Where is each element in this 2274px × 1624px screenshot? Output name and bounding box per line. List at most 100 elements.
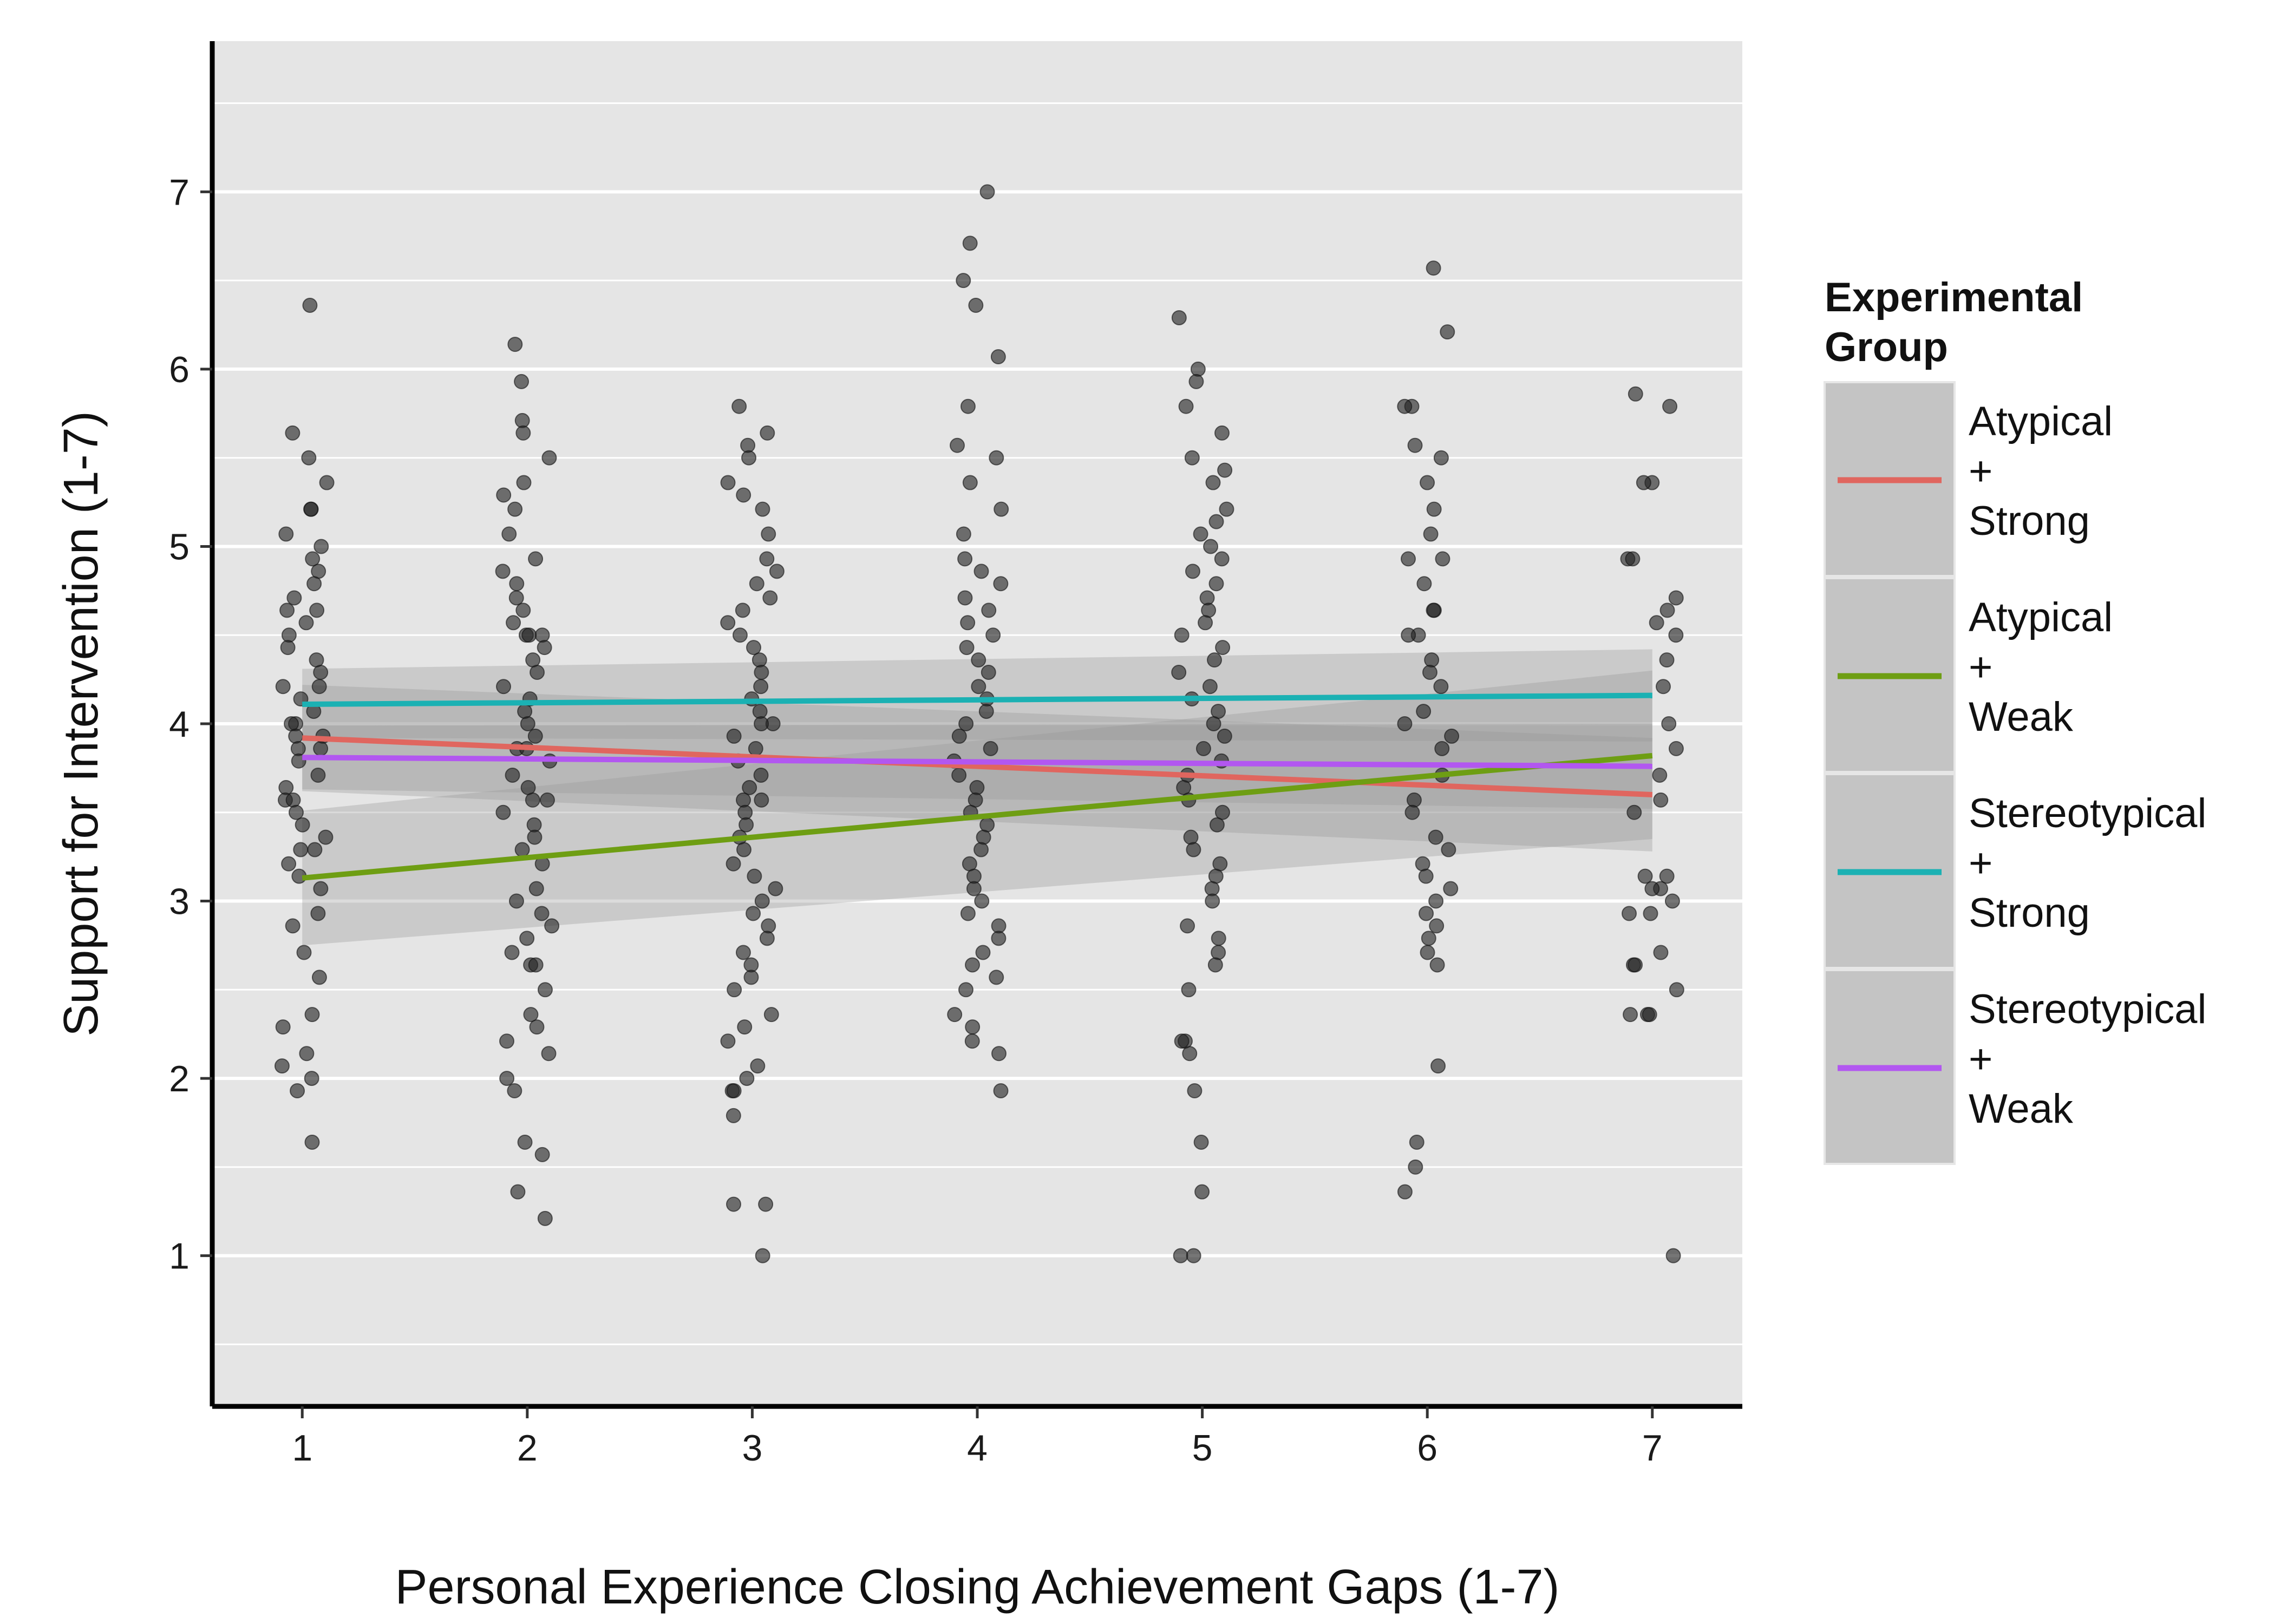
legend-entry-label-line: Stereotypical (1969, 986, 2206, 1032)
data-point (296, 945, 312, 960)
y-tick-label: 4 (169, 704, 190, 745)
data-point (760, 425, 775, 441)
trend-line (302, 755, 1652, 769)
data-point (1623, 1007, 1638, 1023)
data-point (505, 767, 520, 783)
data-point (509, 576, 525, 592)
data-point (974, 893, 990, 909)
data-point (743, 970, 759, 985)
x-axis-title: Personal Experience Closing Achievement … (395, 1560, 1559, 1614)
data-point (746, 640, 762, 656)
data-point (727, 982, 742, 998)
data-point (731, 398, 747, 414)
data-point (981, 603, 997, 618)
data-point (1424, 652, 1440, 668)
data-point (298, 615, 314, 631)
data-point (962, 475, 978, 490)
legend-entry-label-line: Strong (1969, 498, 2090, 544)
data-point (761, 918, 776, 934)
y-tick-label: 3 (169, 881, 190, 922)
data-point (1625, 551, 1641, 567)
data-point (965, 1019, 981, 1035)
data-point (519, 931, 535, 946)
data-point (1659, 603, 1675, 618)
data-point (499, 1033, 514, 1049)
data-point (1429, 957, 1445, 973)
data-point (1214, 425, 1230, 441)
data-point (1211, 931, 1226, 946)
data-point (1207, 957, 1223, 973)
data-point (748, 741, 763, 756)
data-point (960, 398, 976, 414)
data-point (281, 856, 297, 872)
confidence-band (302, 670, 1652, 946)
data-point (529, 1019, 545, 1035)
data-point (1219, 501, 1234, 517)
data-point (1419, 906, 1434, 921)
y-tick-label: 2 (169, 1058, 190, 1099)
data-point (754, 665, 769, 680)
data-point (990, 349, 1006, 365)
data-point (306, 576, 322, 592)
data-point (732, 627, 748, 643)
data-point (753, 679, 769, 695)
data-point (951, 728, 967, 744)
legend-entry-label: Atypical + Strong (1969, 398, 2113, 544)
data-point (527, 829, 543, 845)
data-point (759, 551, 775, 567)
legend-title: Experimental Group (1825, 274, 2083, 370)
data-point (1420, 475, 1435, 490)
data-point (496, 679, 512, 695)
data-point (754, 893, 770, 909)
data-point (956, 526, 971, 542)
data-point (1416, 704, 1432, 719)
data-point (304, 1071, 319, 1086)
confidence-band (302, 649, 1652, 742)
data-point (313, 539, 329, 554)
data-point (278, 526, 294, 542)
data-point (761, 526, 776, 542)
data-point (1652, 767, 1668, 783)
data-point (1665, 1248, 1681, 1263)
data-point (514, 842, 530, 857)
data-point (1400, 551, 1416, 567)
data-point (957, 590, 973, 606)
data-point (1636, 475, 1651, 490)
data-point (1637, 868, 1653, 884)
data-point (541, 450, 557, 466)
data-point (275, 1019, 291, 1035)
data-point (973, 564, 989, 579)
legend-entry-label-line: Stereotypical (1969, 790, 2206, 836)
legend-entry-label-line: Strong (1969, 890, 2090, 936)
data-point (994, 501, 1009, 517)
data-point (1186, 842, 1201, 857)
data-point (1171, 665, 1187, 680)
data-point (1426, 603, 1441, 618)
data-point (981, 665, 996, 680)
data-point (735, 603, 750, 618)
legend-entry-label-line: Weak (1969, 694, 2074, 740)
data-point (1174, 627, 1190, 643)
data-point (1214, 551, 1230, 567)
data-point (544, 918, 560, 934)
data-point (1171, 310, 1187, 325)
data-point (310, 906, 326, 921)
legend-entry-label: Stereotypical + Strong (1969, 790, 2206, 936)
data-point (304, 1007, 320, 1023)
data-point (527, 728, 543, 744)
data-point (763, 1007, 779, 1023)
data-point (293, 842, 309, 857)
data-point (958, 716, 974, 731)
data-point (1644, 881, 1660, 896)
data-point (1421, 931, 1436, 946)
data-point (541, 1046, 557, 1062)
x-tick-label: 2 (517, 1427, 538, 1469)
data-point (1415, 856, 1430, 872)
trend-line (302, 735, 1652, 798)
data-point (735, 945, 751, 960)
data-point (508, 893, 524, 909)
data-point (1653, 945, 1669, 960)
data-point (754, 792, 769, 808)
data-point (515, 425, 531, 441)
data-point (726, 856, 741, 872)
